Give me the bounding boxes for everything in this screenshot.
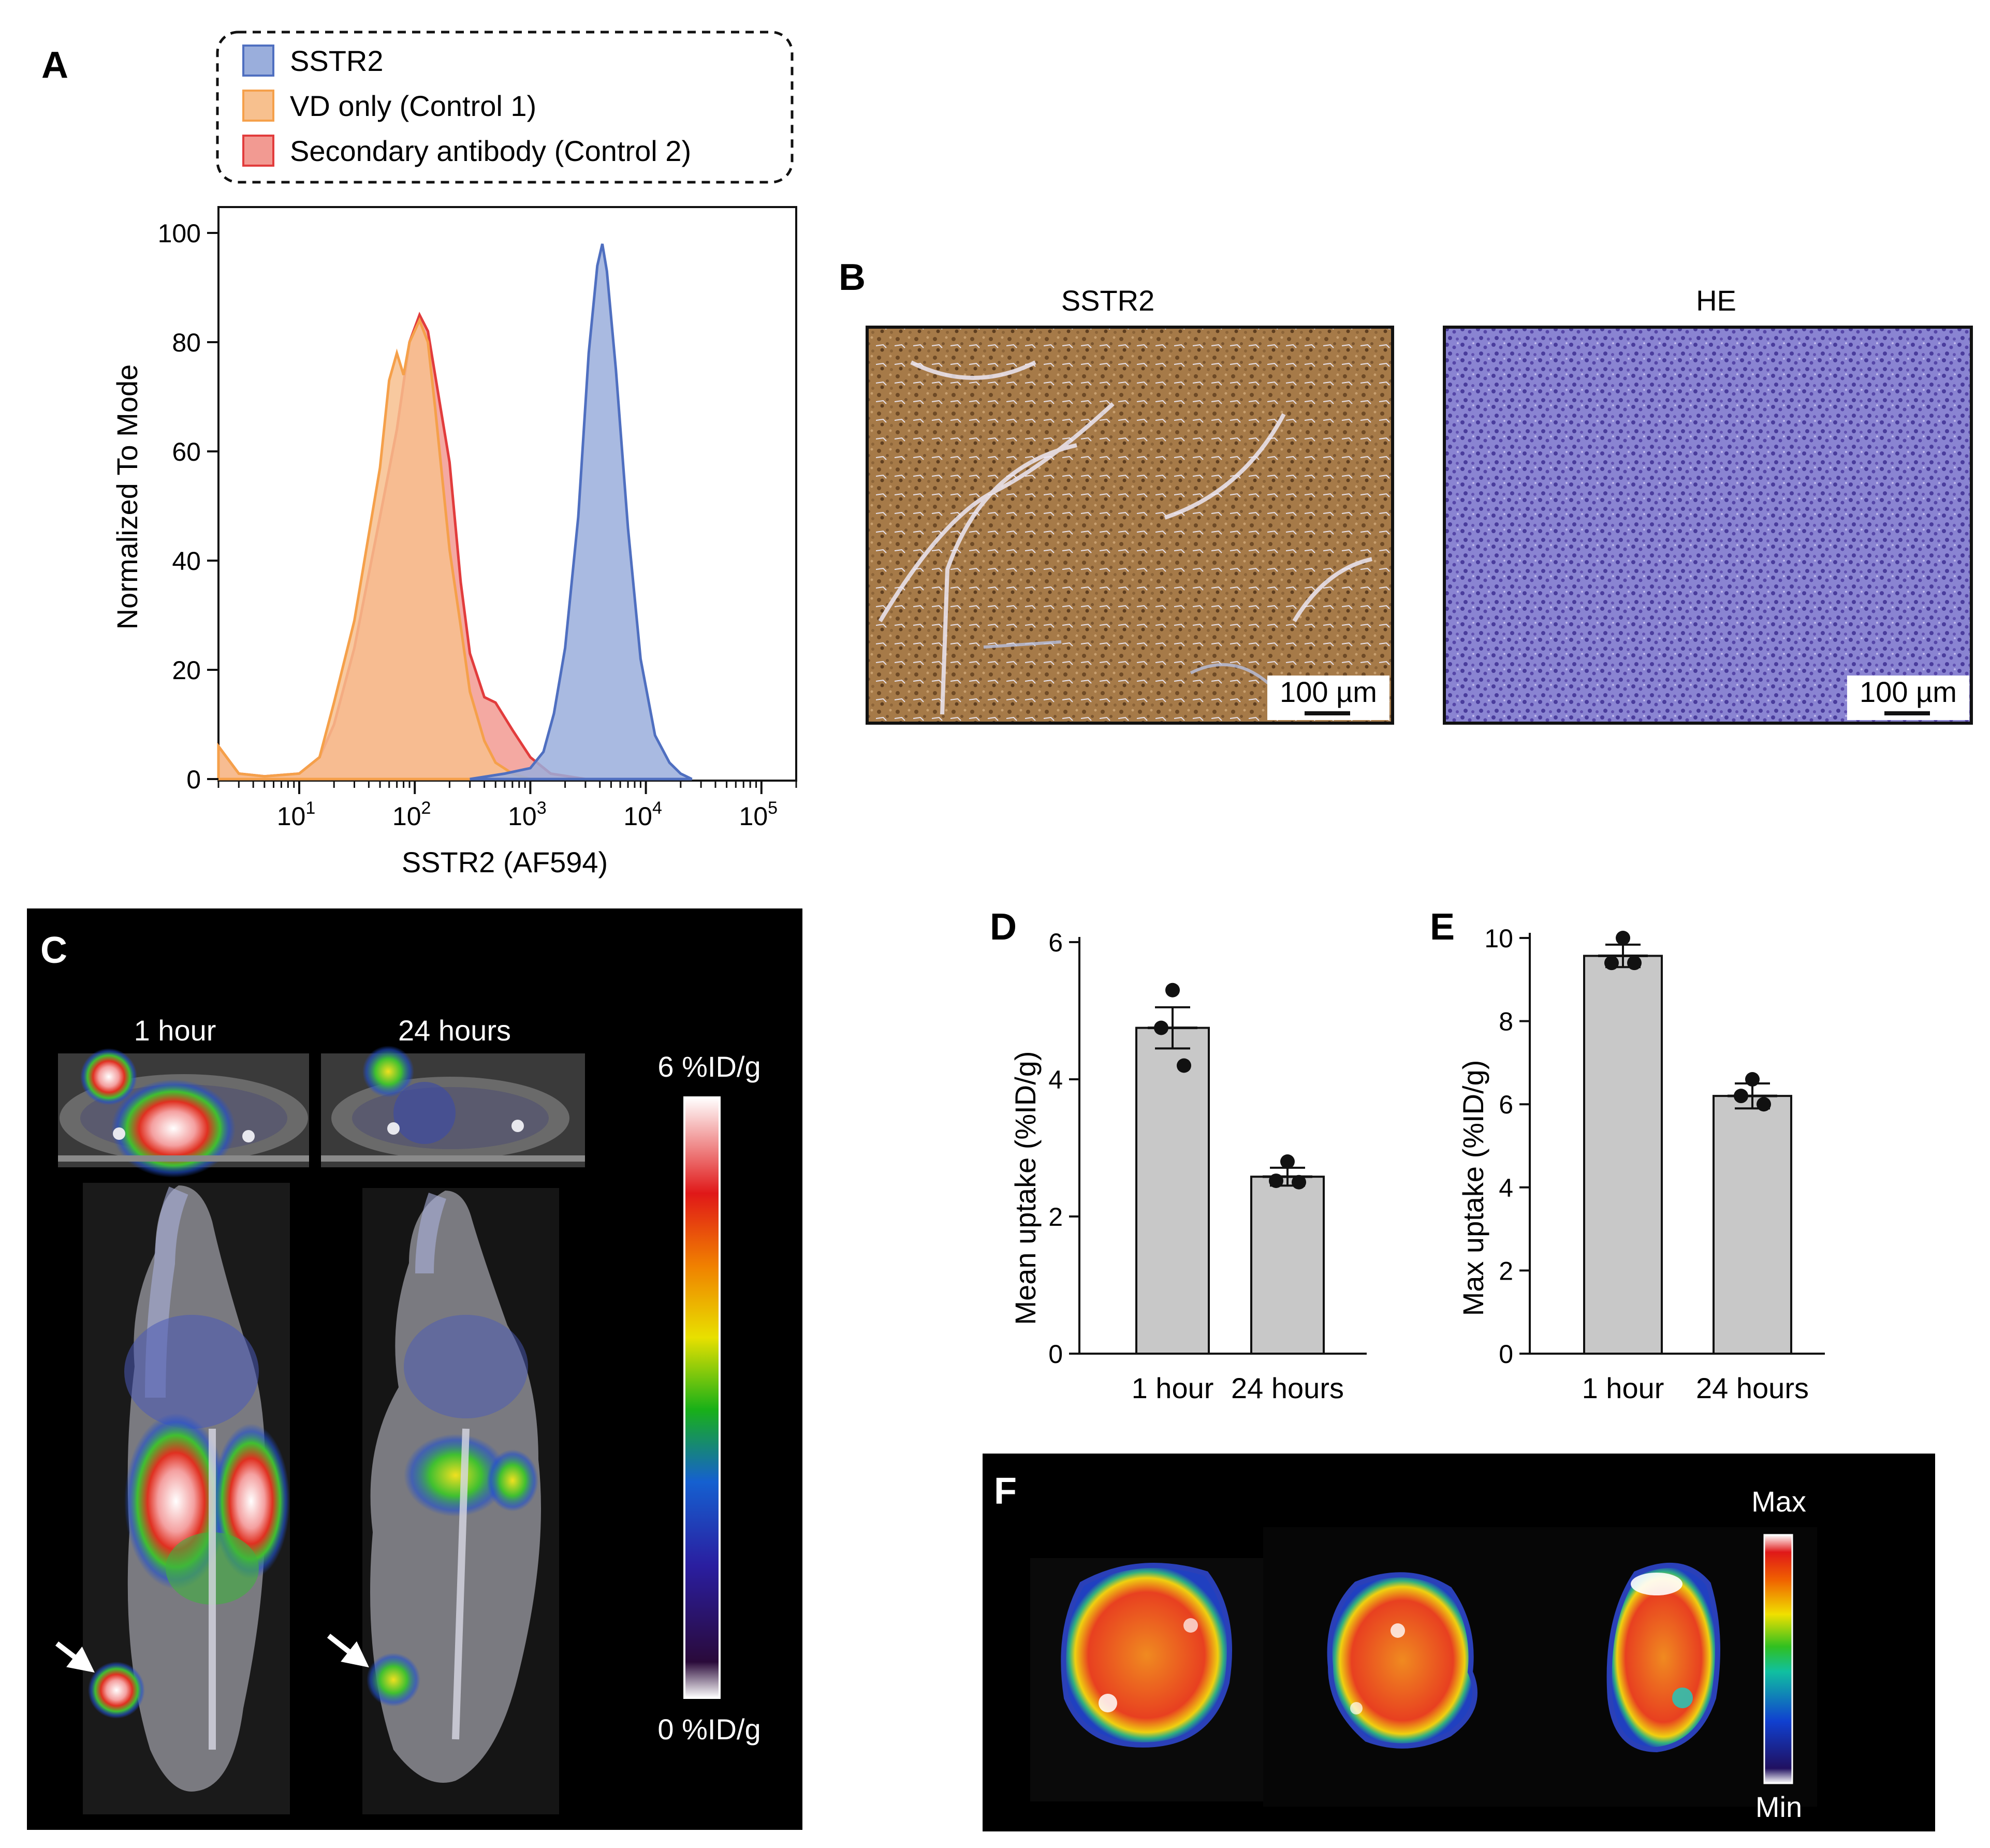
data-point	[1280, 1154, 1295, 1169]
bar-0	[1583, 955, 1663, 1355]
y-tick-label: 0	[186, 765, 201, 794]
y-tick-label: 6	[1499, 1090, 1513, 1119]
ihc-image: 100 µm	[866, 326, 1394, 725]
legend-label-control1: VD only (Control 1)	[290, 90, 536, 122]
coronal-scan-24h	[327, 1188, 559, 1814]
legend-label-control2: Secondary antibody (Control 2)	[290, 135, 691, 167]
f-max-label: Max	[1751, 1485, 1806, 1518]
category-label: 24 hours	[1696, 1372, 1809, 1404]
data-point	[1757, 1097, 1771, 1112]
panel-f: F Max Min	[983, 1454, 1935, 1831]
histogram-series-2	[470, 243, 693, 781]
plot-frame	[217, 206, 797, 782]
legend-swatch-control2	[242, 135, 274, 167]
bar-1	[1250, 1176, 1325, 1355]
data-point	[1604, 956, 1619, 971]
category-label: 1 hour	[1582, 1372, 1664, 1404]
f-min-label: Min	[1755, 1791, 1802, 1823]
mean-uptake-chart: 0 2 4 6 1 hour 24 hours	[1048, 928, 1367, 1404]
fluorescence-color-scale: Max Min	[1751, 1485, 1806, 1823]
y-tick-label: 10	[1484, 924, 1513, 953]
panel-d: D 0 2 4 6 1 hour 24 hours Mean uptake (%ID/g)	[990, 906, 1367, 1404]
max-uptake-chart: 0 2 4 6 8 10 1 hour 24 hours	[1484, 924, 1825, 1404]
y-tick-label: 100	[158, 219, 201, 248]
y-tick-label: 8	[1499, 1007, 1513, 1036]
data-point	[1734, 1089, 1748, 1104]
panel-letter-b: B	[839, 257, 866, 298]
y-tick-label: 4	[1499, 1174, 1513, 1202]
legend-swatch-control1	[242, 90, 274, 122]
y-axis-label: Normalized To Mode	[111, 364, 143, 630]
legend-swatch-sstr2	[242, 45, 274, 77]
scale-min-label: 0 %ID/g	[657, 1713, 760, 1746]
histogram-series	[217, 243, 693, 781]
data-point	[1627, 956, 1642, 971]
data-point	[1177, 1058, 1191, 1073]
x-axis: 101 102 103 104 105	[217, 781, 797, 831]
axial-slice-1h	[58, 1048, 309, 1178]
tumor-arrow-1h	[55, 1641, 95, 1673]
panel-letter-c: C	[40, 930, 67, 971]
category-label: 1 hour	[1132, 1372, 1214, 1404]
timepoint-1-label: 1 hour	[134, 1014, 216, 1047]
y-tick-label: 60	[172, 437, 201, 466]
he-scale-label: 100 µm	[1860, 676, 1957, 708]
y-tick-label: 20	[172, 656, 201, 685]
x-tick-label: 102	[392, 798, 431, 831]
coronal-scan-1h	[55, 1183, 290, 1814]
data-point	[1165, 982, 1180, 998]
data-point	[1269, 1174, 1283, 1189]
ihc-title: SSTR2	[1061, 284, 1155, 317]
tumor-slice-3	[1606, 1563, 1720, 1753]
legend: SSTR2 VD only (Control 1) Secondary anti…	[216, 31, 794, 184]
data-point	[1154, 1020, 1168, 1035]
panel-letter-f: F	[994, 1471, 1017, 1512]
he-image: 100 µm	[1443, 326, 1973, 725]
y-tick-label: 2	[1048, 1202, 1063, 1231]
x-tick-label: 101	[277, 798, 316, 831]
data-point	[1292, 1175, 1306, 1190]
data-point	[1616, 931, 1630, 945]
panel-letter-a: A	[41, 45, 68, 86]
panel-a: A SSTR2 VD only (Control 1) Secondary an…	[41, 31, 797, 878]
data-point	[1745, 1072, 1760, 1087]
y-tick-label: 80	[172, 328, 201, 357]
tumor-slice-1	[1061, 1563, 1232, 1748]
x-tick-label: 104	[623, 798, 662, 831]
y-tick-label: 0	[1048, 1340, 1063, 1369]
axial-slice-24h	[321, 1046, 585, 1167]
e-y-axis-label: Max uptake (%ID/g)	[1457, 1060, 1489, 1316]
y-tick-label: 2	[1499, 1256, 1513, 1285]
category-label: 24 hours	[1231, 1372, 1344, 1404]
legend-frame	[216, 31, 794, 184]
timepoint-2-label: 24 hours	[398, 1014, 511, 1047]
histogram-plot: 0 20 40 60 80 100 101 102 103 104 105 SSTR2 (AF59…	[111, 206, 797, 878]
bar-1	[1713, 1095, 1792, 1355]
y-tick-label: 40	[172, 547, 201, 576]
ihc-scale-label: 100 µm	[1280, 676, 1377, 708]
panel-e: E 0 2 4 6 8 10 1 hour 24 hours Max uptake (%ID/…	[1430, 906, 1825, 1404]
pet-color-scale: 6 %ID/g 0 %ID/g	[657, 1050, 760, 1746]
x-tick-label: 103	[508, 798, 547, 831]
y-tick-label: 0	[1499, 1340, 1513, 1369]
panel-c: C 1 hour 24 hours	[27, 908, 802, 1830]
d-y-axis-label: Mean uptake (%ID/g)	[1009, 1051, 1042, 1325]
he-title: HE	[1696, 284, 1736, 317]
tumor-slice-2	[1327, 1572, 1477, 1749]
x-tick-label: 105	[739, 798, 778, 831]
panel-b: B SSTR2 HE 100 µm 100 µm	[839, 257, 1973, 725]
x-axis-label: SSTR2 (AF594)	[402, 846, 608, 878]
scale-max-label: 6 %ID/g	[657, 1050, 760, 1083]
panel-letter-d: D	[990, 906, 1017, 948]
bar-0	[1135, 1026, 1210, 1355]
legend-label-sstr2: SSTR2	[290, 45, 384, 77]
panel-letter-e: E	[1430, 906, 1455, 948]
histogram-series-1	[217, 317, 531, 781]
y-tick-label: 4	[1048, 1065, 1063, 1094]
y-axis: 0 20 40 60 80 100	[158, 219, 218, 794]
y-tick-label: 6	[1048, 928, 1063, 957]
tumor-arrow-24h	[327, 1634, 369, 1668]
